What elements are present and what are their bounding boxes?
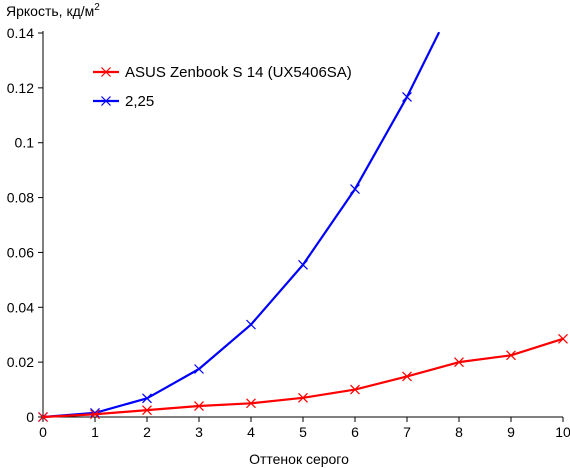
series-layer — [38, 31, 568, 422]
ticks-layer: 0 1 2 3 4 5 6 7 8 9 10 0 0.02 0.04 0.06 0.08 0.1 0.12 0.14 — [7, 25, 570, 440]
y-tick-label: 0 — [26, 409, 34, 425]
y-tick-label: 0.14 — [7, 25, 34, 41]
y-tick-label: 0.04 — [7, 299, 34, 315]
series-0-point — [90, 409, 100, 420]
series-1-point — [298, 259, 308, 270]
x-tick-label: 4 — [247, 424, 255, 440]
legend-marker-1 — [101, 96, 111, 106]
legend-marker-0 — [101, 67, 111, 77]
legend: ASUS Zenbook S 14 (UX5406SA) 2,25 — [93, 64, 352, 110]
y-tick-label: 0.1 — [15, 135, 35, 151]
series-0-point — [558, 333, 568, 344]
y-axis-title-superscript: 2 — [94, 2, 100, 13]
x-axis-title: Оттенок серого — [249, 451, 349, 467]
series-1-point — [402, 91, 412, 102]
series-1-point — [350, 184, 360, 194]
series-0-point — [246, 398, 256, 409]
x-tick-label: 9 — [507, 424, 515, 440]
series-0-point — [506, 350, 516, 361]
x-tick-label: 1 — [91, 424, 99, 440]
y-axis-title: Яркость, кд/м2 — [6, 2, 100, 19]
y-axis-title-text: Яркость, кд/м — [6, 3, 94, 19]
series-0-point — [38, 412, 48, 422]
series-0-point — [298, 392, 308, 403]
series-1-point — [194, 364, 204, 374]
x-tick-label: 2 — [143, 424, 151, 440]
legend-label-0: ASUS Zenbook S 14 (UX5406SA) — [125, 64, 352, 81]
series-1-point — [90, 407, 100, 418]
x-tick-label: 8 — [455, 424, 463, 440]
series-0-point — [142, 405, 152, 416]
y-tick-label: 0.08 — [7, 190, 34, 206]
x-tick-label: 10 — [555, 424, 570, 440]
y-tick-label: 0.02 — [7, 354, 34, 370]
x-tick-label: 0 — [39, 424, 47, 440]
x-tick-label: 7 — [403, 424, 411, 440]
legend-label-1: 2,25 — [125, 93, 154, 110]
y-tick-label: 0.06 — [7, 244, 34, 260]
series-0-point — [402, 371, 412, 382]
series-0-point — [350, 384, 360, 395]
x-tick-label: 5 — [299, 424, 307, 440]
series-0-point — [454, 357, 464, 368]
series-1-point — [142, 393, 152, 404]
y-tick-label: 0.12 — [7, 80, 34, 96]
series-0-point — [194, 401, 204, 411]
x-tick-label: 6 — [351, 424, 359, 440]
series-line-1 — [41, 31, 440, 419]
series-1-point — [246, 319, 256, 330]
x-tick-label: 3 — [195, 424, 203, 440]
